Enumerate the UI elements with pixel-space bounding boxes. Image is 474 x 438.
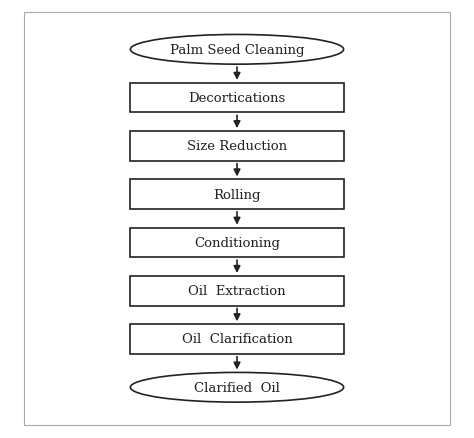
Text: Size Reduction: Size Reduction [187,140,287,153]
Ellipse shape [130,373,344,402]
Text: Conditioning: Conditioning [194,237,280,249]
Bar [130,132,344,161]
Bar [130,180,344,209]
Text: Oil  Clarification: Oil Clarification [182,333,292,346]
Text: Palm Seed Cleaning: Palm Seed Cleaning [170,44,304,57]
Bar [130,84,344,113]
Text: Clarified  Oil: Clarified Oil [194,381,280,394]
Bar [130,276,344,306]
Text: Rolling: Rolling [213,188,261,201]
Text: Decortications: Decortications [188,92,286,105]
Text: Oil  Extraction: Oil Extraction [188,285,286,297]
Ellipse shape [130,35,344,65]
Bar [130,325,344,354]
Bar [130,228,344,258]
